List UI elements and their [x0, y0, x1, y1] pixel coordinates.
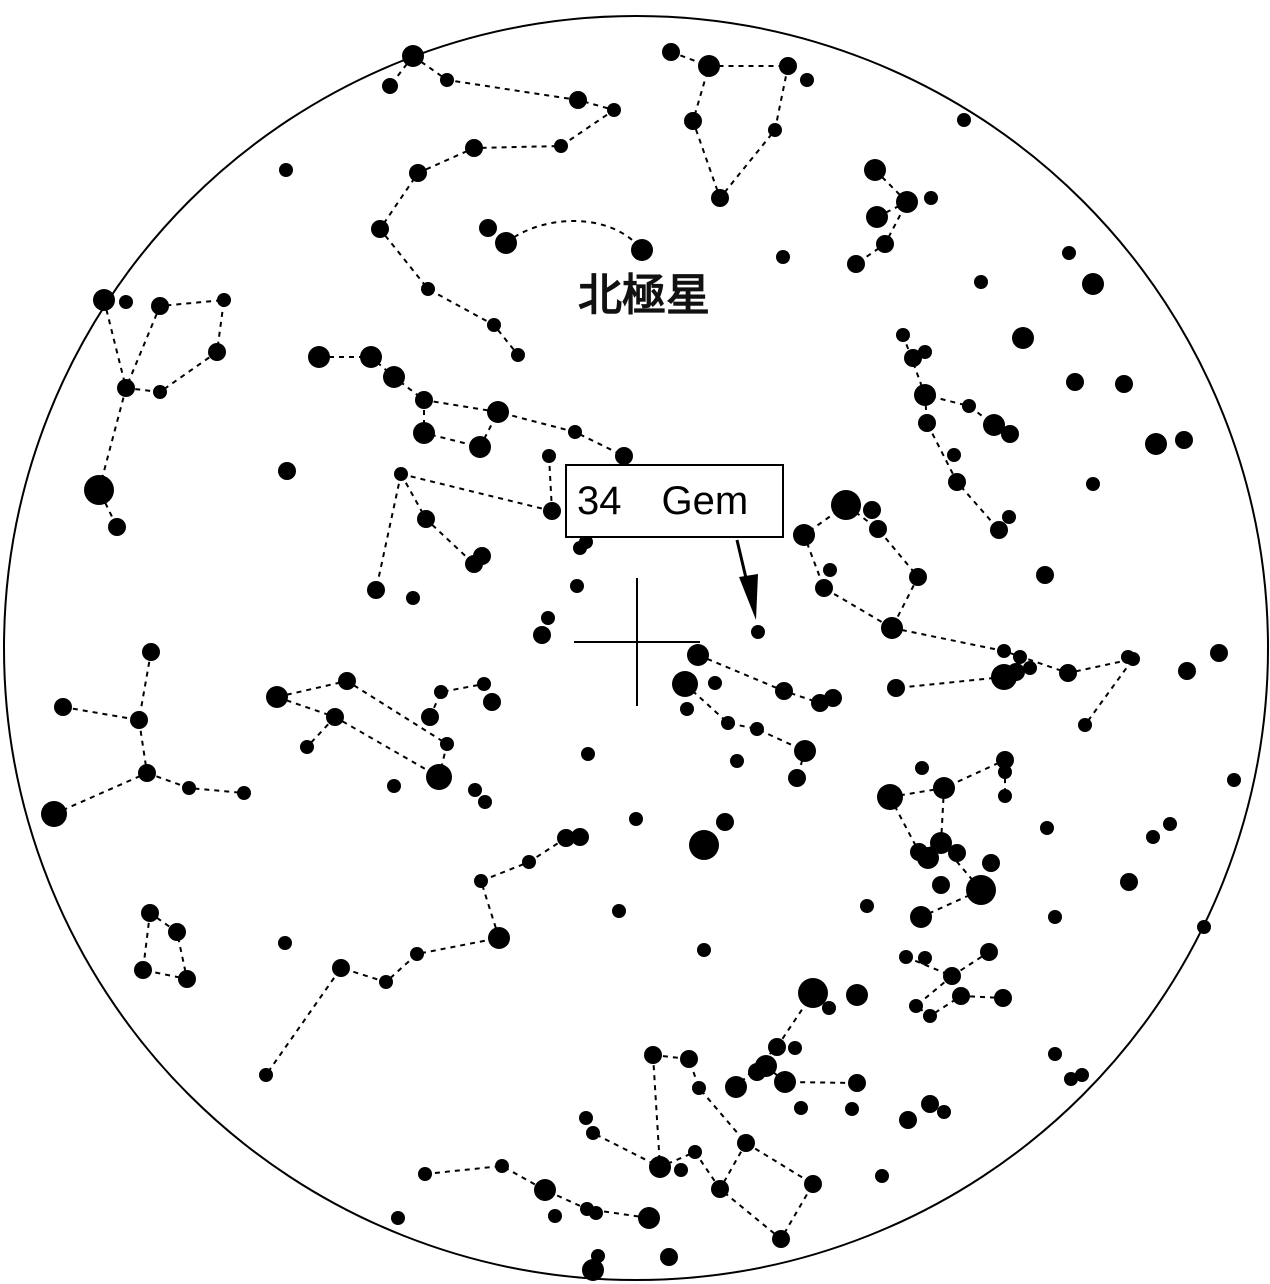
horizon-circle [3, 15, 1269, 1281]
polaris-label: 北極星 [578, 270, 710, 321]
target-arrow-head [739, 574, 758, 620]
target-label-box [565, 464, 784, 538]
crosshair [574, 578, 700, 706]
stars [41, 43, 1241, 1281]
target-star-callout: 34 Gem [565, 464, 784, 620]
target-star-label: 34 Gem [577, 479, 748, 523]
constellation-lines [53, 51, 1136, 1241]
